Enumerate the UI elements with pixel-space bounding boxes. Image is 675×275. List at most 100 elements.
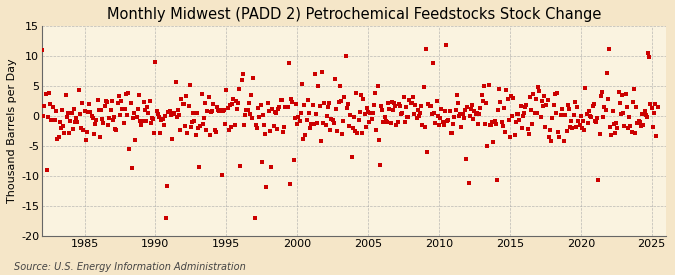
Point bbox=[214, 109, 225, 113]
Point bbox=[116, 99, 127, 103]
Point bbox=[589, 102, 599, 106]
Point bbox=[140, 119, 151, 123]
Point bbox=[275, 98, 286, 102]
Point bbox=[543, 135, 554, 140]
Point bbox=[455, 112, 466, 117]
Point bbox=[277, 98, 288, 102]
Point bbox=[148, 117, 159, 122]
Point bbox=[562, 103, 573, 108]
Point bbox=[356, 93, 367, 97]
Point bbox=[422, 150, 433, 154]
Point bbox=[482, 144, 493, 148]
Point bbox=[103, 123, 113, 127]
Point bbox=[449, 115, 460, 119]
Point bbox=[435, 116, 446, 121]
Point bbox=[595, 94, 606, 98]
Point bbox=[59, 131, 70, 135]
Point bbox=[614, 100, 625, 105]
Point bbox=[477, 99, 488, 104]
Point bbox=[338, 118, 349, 123]
Point bbox=[411, 116, 422, 120]
Point bbox=[474, 112, 485, 116]
Point bbox=[65, 119, 76, 123]
Point bbox=[485, 123, 496, 127]
Point bbox=[490, 122, 501, 127]
Point bbox=[541, 103, 552, 107]
Point bbox=[437, 119, 448, 124]
Point bbox=[327, 118, 338, 123]
Point bbox=[617, 92, 628, 97]
Point bbox=[524, 95, 535, 100]
Point bbox=[522, 127, 533, 131]
Point bbox=[211, 105, 222, 109]
Point bbox=[501, 88, 512, 92]
Point bbox=[310, 72, 321, 76]
Point bbox=[376, 104, 387, 109]
Point bbox=[102, 100, 113, 104]
Point bbox=[628, 87, 639, 91]
Point bbox=[491, 178, 502, 182]
Point bbox=[479, 84, 489, 88]
Point bbox=[521, 103, 532, 107]
Point bbox=[282, 105, 293, 109]
Point bbox=[263, 109, 274, 114]
Point bbox=[43, 115, 53, 119]
Point bbox=[49, 118, 59, 122]
Point bbox=[119, 107, 130, 112]
Point bbox=[146, 116, 157, 121]
Point bbox=[394, 102, 404, 106]
Point bbox=[74, 87, 84, 92]
Point bbox=[220, 121, 231, 126]
Point bbox=[131, 115, 142, 119]
Point bbox=[215, 107, 226, 112]
Point bbox=[122, 112, 132, 117]
Point bbox=[329, 77, 340, 81]
Point bbox=[626, 130, 637, 134]
Point bbox=[597, 90, 608, 95]
Point bbox=[182, 130, 193, 135]
Point bbox=[53, 135, 64, 139]
Point bbox=[323, 105, 333, 110]
Point bbox=[167, 137, 178, 142]
Point bbox=[319, 101, 330, 105]
Point bbox=[385, 121, 396, 125]
Point bbox=[373, 138, 384, 142]
Point bbox=[76, 126, 86, 130]
Point bbox=[211, 130, 221, 134]
Point bbox=[403, 115, 414, 119]
Point bbox=[358, 97, 369, 101]
Point bbox=[140, 108, 151, 112]
Point bbox=[427, 112, 437, 117]
Point bbox=[88, 116, 99, 120]
Point bbox=[619, 123, 630, 128]
Point bbox=[58, 124, 69, 128]
Point bbox=[296, 111, 306, 115]
Y-axis label: Thousand Barrels per Day: Thousand Barrels per Day bbox=[7, 59, 17, 203]
Point bbox=[392, 119, 403, 124]
Point bbox=[608, 122, 619, 126]
Point bbox=[578, 119, 589, 124]
Point bbox=[117, 107, 128, 112]
Point bbox=[529, 111, 540, 115]
Point bbox=[216, 173, 227, 177]
Point bbox=[301, 118, 312, 123]
Point bbox=[414, 114, 425, 118]
Point bbox=[236, 78, 247, 82]
Point bbox=[651, 134, 661, 138]
Point bbox=[508, 96, 519, 100]
Point bbox=[400, 105, 411, 109]
Point bbox=[353, 118, 364, 122]
Point bbox=[540, 125, 551, 129]
Point bbox=[345, 113, 356, 117]
Point bbox=[518, 110, 529, 115]
Point bbox=[457, 112, 468, 117]
Point bbox=[348, 115, 359, 120]
Point bbox=[610, 131, 620, 135]
Point bbox=[186, 125, 196, 130]
Point bbox=[149, 131, 160, 136]
Point bbox=[493, 108, 504, 112]
Point bbox=[535, 115, 546, 120]
Point bbox=[600, 108, 611, 112]
Point bbox=[223, 128, 234, 132]
Point bbox=[340, 54, 351, 59]
